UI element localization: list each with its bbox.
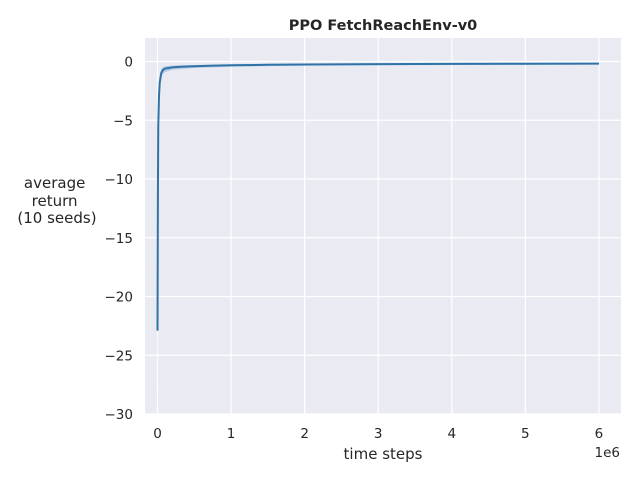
y-tick-label: −10 <box>105 172 134 188</box>
x-tick-label: 6 <box>595 426 604 442</box>
y-tick-label: −15 <box>105 231 134 247</box>
grid <box>145 38 621 415</box>
x-offset-label: 1e6 <box>595 445 620 461</box>
series-line <box>156 62 599 331</box>
x-tick-label: 0 <box>153 426 162 442</box>
series-group <box>156 62 599 331</box>
y-axis-label-line-2: return <box>32 192 78 210</box>
y-tick-label: −5 <box>113 113 133 129</box>
x-tick-label: 5 <box>521 426 530 442</box>
x-tick-label: 3 <box>374 426 383 442</box>
chart-title: PPO FetchReachEnv-v0 <box>289 18 478 34</box>
x-tick-label: 2 <box>300 426 309 442</box>
y-axis-label-line-3: (10 seeds) <box>17 209 96 227</box>
plot-background <box>145 38 621 414</box>
x-tick-label: 1 <box>227 426 236 442</box>
y-axis-label: average return (10 seeds) <box>17 174 96 227</box>
y-tick-labels: 0 −5 −10 −15 −20 −25 −30 <box>105 55 134 424</box>
y-tick-label: −25 <box>105 348 134 364</box>
y-tick-label: −20 <box>105 290 134 306</box>
y-tick-label: −30 <box>105 407 134 423</box>
x-tick-labels: 0 1 2 3 4 5 6 <box>153 426 603 442</box>
y-axis-label-line-1: average <box>24 174 85 192</box>
x-axis-label: time steps <box>344 445 423 463</box>
x-tick-label: 4 <box>447 426 456 442</box>
y-tick-label: 0 <box>124 55 133 71</box>
